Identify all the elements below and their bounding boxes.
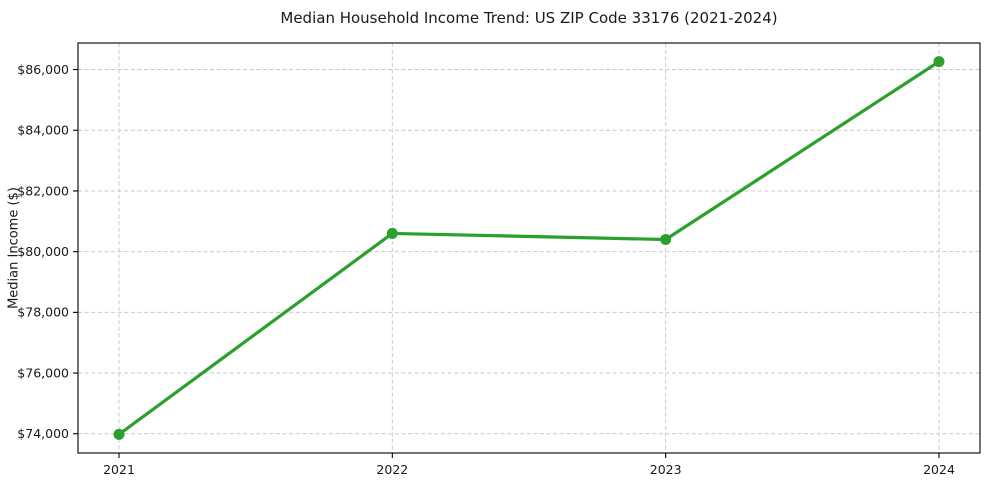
x-tick-label: 2021 xyxy=(103,462,135,477)
y-tick-label: $78,000 xyxy=(17,305,69,320)
y-tick-label: $84,000 xyxy=(17,123,69,138)
x-tick-label: 2024 xyxy=(923,462,955,477)
y-tick-label: $76,000 xyxy=(17,365,69,380)
y-tick-label: $82,000 xyxy=(17,183,69,198)
x-tick-label: 2022 xyxy=(376,462,408,477)
x-tick-label: 2023 xyxy=(650,462,682,477)
data-point-marker xyxy=(113,428,125,440)
y-tick-label: $86,000 xyxy=(17,62,69,77)
y-tick-label: $74,000 xyxy=(17,426,69,441)
y-tick-label: $80,000 xyxy=(17,244,69,259)
chart-title: Median Household Income Trend: US ZIP Co… xyxy=(280,9,778,27)
data-point-marker xyxy=(933,56,945,68)
data-point-marker xyxy=(660,234,672,246)
trend-line xyxy=(117,60,941,436)
data-point-marker xyxy=(386,227,398,239)
plot-border xyxy=(77,42,981,454)
